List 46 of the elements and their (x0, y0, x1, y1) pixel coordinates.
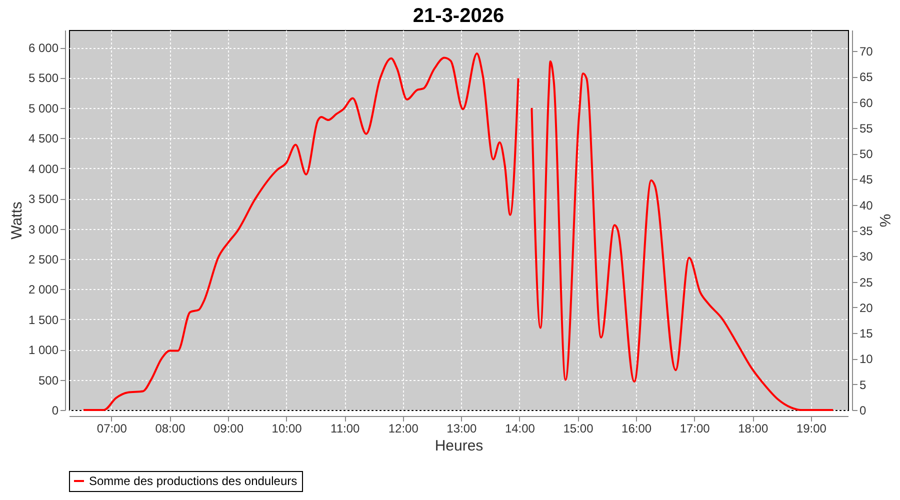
x-tick-label: 07:00 (96, 422, 128, 436)
x-tick-label: 12:00 (388, 422, 419, 436)
y2-tick-label: 10 (860, 352, 874, 366)
y2-tick-label: 0 (860, 404, 866, 418)
y-tick-label: 1 500 (28, 312, 59, 327)
y2-tick-label: 40 (860, 198, 874, 212)
y2-tick-label: 50 (860, 147, 874, 162)
x-tick-label: 13:00 (446, 422, 478, 436)
x-tick-label: 15:00 (563, 422, 594, 436)
y2-axis-title: % (876, 214, 893, 228)
y2-tick-label: 45 (860, 172, 874, 187)
x-tick-label: 19:00 (796, 422, 827, 436)
legend-label: Somme des productions des onduleurs (89, 474, 298, 488)
x-tick-label: 18:00 (738, 422, 768, 436)
y-tick-label: 6 000 (28, 41, 59, 56)
x-tick-label: 10:00 (272, 422, 302, 436)
y-tick-label: 3 500 (28, 192, 59, 206)
y-tick-label: 3 000 (28, 222, 59, 236)
y-tick-label: 4 000 (28, 162, 59, 176)
y-tick-label: 0 (52, 404, 59, 418)
y-tick-label: 4 500 (28, 132, 59, 146)
y2-tick-label: 55 (860, 121, 874, 136)
y2-tick-label: 35 (860, 224, 874, 238)
y2-tick-label: 20 (860, 300, 874, 315)
x-tick-label: 08:00 (155, 422, 186, 436)
x-tick-label: 17:00 (680, 422, 710, 436)
y-tick-label: 2 000 (28, 282, 59, 297)
y-axis-title: Watts (8, 202, 26, 240)
y-tick-label: 2 500 (28, 252, 59, 266)
y-tick-label: 500 (38, 373, 59, 388)
y2-tick-label: 5 (860, 378, 866, 392)
y2-tick-label: 65 (860, 70, 874, 84)
y2-tick-label: 25 (860, 275, 874, 290)
y-tick-label: 1 000 (28, 343, 59, 358)
y2-tick-label: 60 (860, 96, 874, 110)
y2-tick-label: 70 (860, 44, 874, 59)
x-tick-label: 14:00 (504, 422, 536, 436)
x-tick-label: 16:00 (622, 422, 652, 436)
y2-tick-label: 30 (860, 250, 874, 264)
y2-tick-label: 15 (860, 326, 874, 341)
x-axis-title: Heures (434, 438, 484, 454)
y-tick-label: 5 000 (28, 101, 59, 116)
x-tick-label: 09:00 (214, 422, 244, 436)
y-tick-label: 5 500 (28, 71, 59, 86)
chart-title: 21-3-2026 (412, 5, 504, 27)
x-tick-label: 11:00 (330, 422, 360, 436)
